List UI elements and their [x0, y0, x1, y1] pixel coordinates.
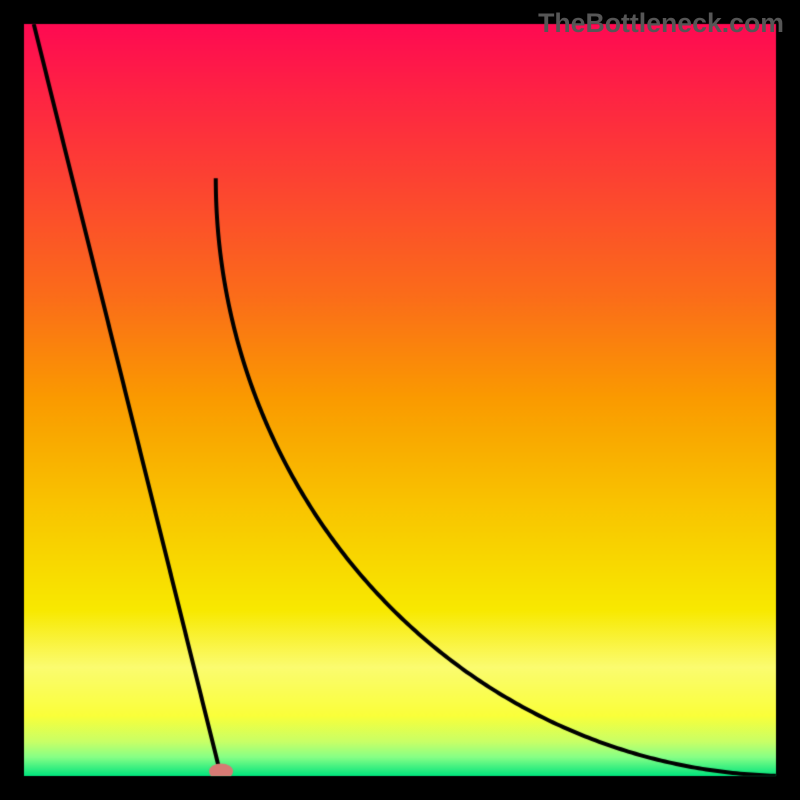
v-curve-plot: [0, 0, 800, 800]
watermark-label: TheBottleneck.com: [538, 8, 784, 39]
chart-root: TheBottleneck.com: [0, 0, 800, 800]
